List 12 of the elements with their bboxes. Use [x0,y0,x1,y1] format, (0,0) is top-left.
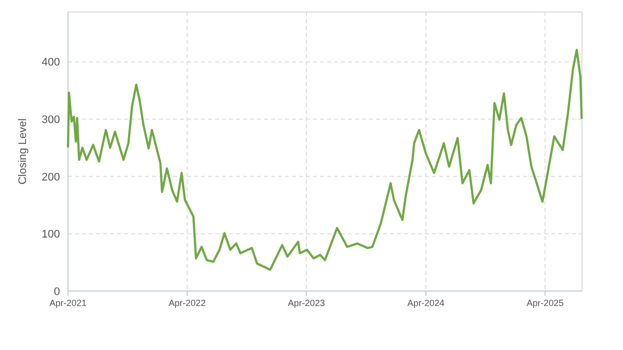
y-tick-label: 100 [42,228,60,241]
y-tick-label: 200 [42,171,60,184]
line-series [66,48,583,271]
y-axis-title: Closing Level [17,118,29,185]
x-tick-label: Apr-2025 [526,298,564,308]
y-tick-label: 0 [54,286,60,298]
x-tick-label: Apr-2021 [49,298,87,308]
y-tick-label: 400 [42,56,60,69]
x-tick-label: Apr-2024 [407,298,444,308]
x-tick-label: Apr-2023 [288,298,325,308]
y-tick-label: 300 [42,114,60,126]
x-tick-label: Apr-2022 [168,298,206,308]
